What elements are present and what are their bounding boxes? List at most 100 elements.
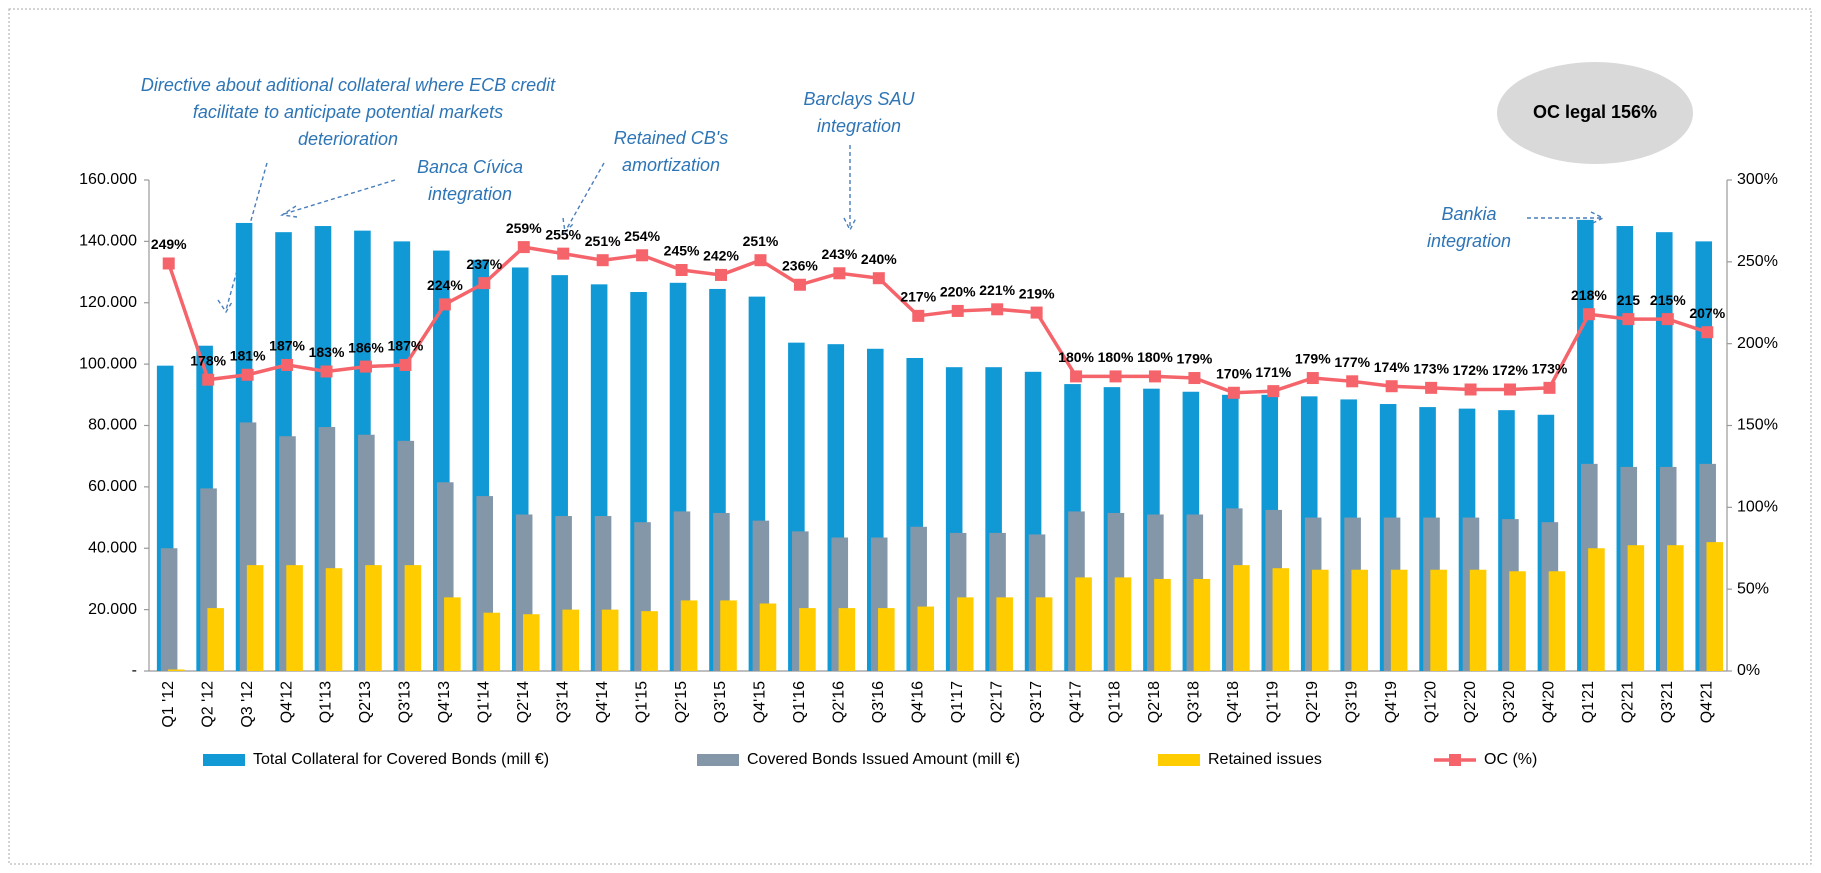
x-tick-label: Q4'18	[1225, 681, 1242, 723]
line-marker	[438, 298, 451, 311]
annotation: Retained CB's	[614, 128, 729, 148]
data-label: 180%	[1098, 349, 1134, 365]
annotation: amortization	[622, 155, 720, 175]
line-marker	[1306, 372, 1319, 385]
x-tick-label: Q1 '12	[160, 681, 177, 728]
line-marker	[833, 267, 846, 280]
x-tick-label: Q4'12	[278, 681, 295, 723]
line-marker	[951, 304, 964, 317]
line-marker	[1346, 375, 1359, 388]
legend-label: Covered Bonds Issued Amount (mill €)	[747, 751, 1020, 768]
bar	[1193, 578, 1211, 671]
bar	[1430, 569, 1447, 671]
x-tick-label: Q2'17	[988, 681, 1005, 723]
bar	[1035, 597, 1053, 671]
data-label: 255%	[545, 226, 581, 242]
bar	[167, 669, 185, 671]
bar	[483, 612, 501, 671]
bar	[444, 597, 461, 671]
line-marker	[1385, 380, 1398, 393]
x-tick-label: Q2'14	[515, 681, 532, 723]
line-marker	[202, 373, 215, 386]
x-tick-label: Q4'15	[752, 681, 769, 723]
data-label: 243%	[821, 246, 857, 262]
y-tick-label: 140.000	[79, 233, 137, 250]
data-label: 215	[1617, 292, 1641, 308]
callout: OC legal 156%	[1533, 102, 1657, 122]
line-marker	[1188, 372, 1201, 385]
bar	[680, 600, 698, 671]
bar	[878, 608, 895, 671]
data-label: 251%	[585, 233, 621, 249]
bar	[838, 608, 856, 671]
annotation: Bankia	[1441, 204, 1496, 224]
x-tick-label: Q3'15	[712, 681, 729, 723]
data-label: 178%	[190, 352, 226, 368]
y2-tick-label: 50%	[1737, 580, 1769, 597]
line-marker	[359, 360, 372, 373]
arrow	[562, 162, 605, 234]
y-tick-label: 160.000	[79, 171, 137, 188]
bar	[720, 600, 737, 671]
x-tick-label: Q2'16	[831, 681, 848, 723]
annotation: facilitate to anticipate potential marke…	[193, 102, 503, 122]
bar	[996, 597, 1013, 671]
data-label: 180%	[1137, 349, 1173, 365]
data-label: 254%	[624, 228, 660, 244]
frame	[8, 8, 1812, 865]
arrow	[1527, 211, 1605, 225]
y-tick-label: 80.000	[88, 417, 137, 434]
x-tick-label: Q3'16	[870, 681, 887, 723]
line-marker	[912, 309, 925, 322]
data-label: 186%	[348, 339, 384, 355]
line-marker	[1267, 385, 1280, 398]
annotation-arrows	[217, 145, 1605, 314]
y-tick-label: 100.000	[79, 355, 137, 372]
y2-tick-label: 300%	[1737, 171, 1778, 188]
x-tick-label: Q3'21	[1659, 681, 1676, 723]
bar	[1154, 578, 1171, 671]
line-marker	[320, 365, 333, 378]
y2-tick-label: 0%	[1737, 662, 1760, 679]
line-marker	[281, 358, 294, 371]
bar	[917, 606, 935, 671]
arrow	[843, 145, 857, 232]
x-tick-label: Q1'20	[1422, 681, 1439, 723]
bar	[1627, 545, 1645, 671]
x-tick-label: Q4'19	[1383, 681, 1400, 723]
x-tick-label: Q4'13	[436, 681, 453, 723]
x-tick-label: Q4'14	[594, 681, 611, 723]
x-tick-label: Q3'14	[554, 681, 571, 723]
bar	[365, 565, 382, 671]
data-label: 240%	[861, 251, 897, 267]
line-marker	[675, 264, 688, 277]
data-label: 173%	[1532, 361, 1568, 377]
data-label: 237%	[466, 256, 502, 272]
y2-tick-label: 100%	[1737, 499, 1778, 516]
data-label: 170%	[1216, 365, 1252, 381]
line-marker	[636, 249, 649, 262]
bar	[286, 565, 303, 671]
data-label: 249%	[151, 236, 187, 252]
bar	[562, 609, 580, 671]
line-marker	[557, 247, 570, 260]
bar	[1114, 577, 1132, 671]
bar	[1390, 569, 1408, 671]
legend-label: Retained issues	[1208, 751, 1322, 768]
data-label: 181%	[230, 347, 266, 363]
data-label: 221%	[979, 282, 1015, 298]
annotation: Banca Cívica	[417, 157, 523, 177]
x-tick-label: Q2 '12	[199, 681, 216, 728]
line-marker	[596, 254, 609, 267]
x-tick-label: Q4'16	[909, 681, 926, 723]
x-tick-label: Q3'19	[1343, 681, 1360, 723]
line-marker	[478, 277, 491, 290]
x-tick-label: Q1'17	[949, 681, 966, 723]
line-marker	[1148, 370, 1161, 383]
bar	[1667, 545, 1684, 671]
data-label: 187%	[269, 338, 305, 354]
line-marker	[1504, 383, 1517, 396]
data-label: 218%	[1571, 287, 1607, 303]
line-marker	[1070, 370, 1083, 383]
y-tick-label: 20.000	[88, 601, 137, 618]
